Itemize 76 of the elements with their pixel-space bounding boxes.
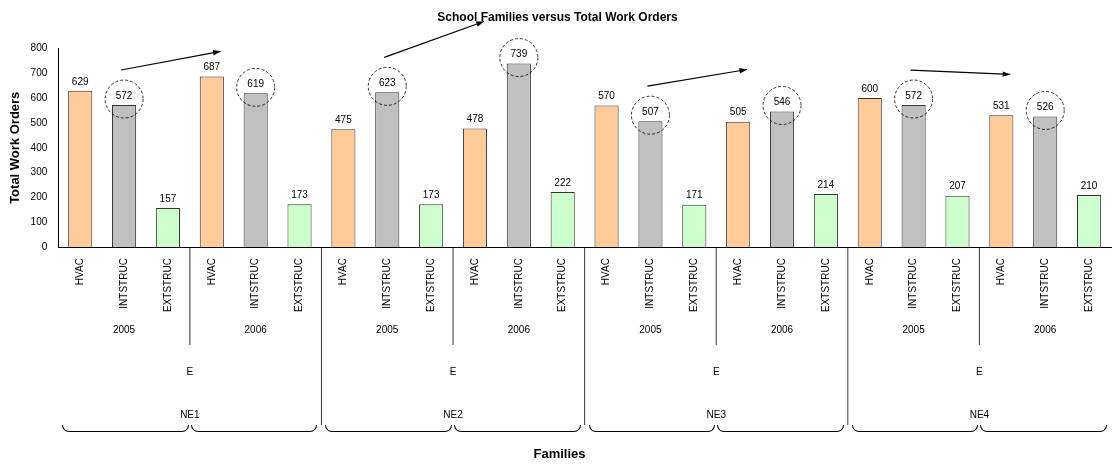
text: 2006 (506, 324, 531, 336)
text: NE2 (442, 409, 464, 421)
x-tick-label: HVAC (995, 258, 1007, 286)
text: 2006 (769, 324, 795, 336)
data-label: 478 (466, 113, 484, 125)
data-label: 629 (71, 75, 89, 87)
data-label: 475 (335, 113, 353, 125)
y-tick-label: 800 (30, 42, 48, 54)
text: NE4 (968, 409, 991, 421)
x-tick-label: INTSTRUC (644, 258, 656, 309)
y-tick-label: 300 (30, 166, 48, 178)
data-label: 623 (378, 77, 397, 89)
x-tick-label: HVAC (337, 258, 349, 286)
x-tick-label: HVAC (863, 258, 875, 286)
data-label: 173 (291, 188, 309, 200)
data-label: 546 (773, 96, 791, 108)
x-tick-label: HVAC (73, 258, 85, 286)
data-label: 505 (729, 106, 747, 118)
data-label: 173 (422, 188, 440, 200)
y-tick-label: 600 (30, 91, 48, 103)
data-label: 572 (905, 89, 923, 101)
y-tick-label: 200 (30, 191, 48, 203)
data-label: 531 (993, 99, 1011, 111)
data-label: 171 (685, 189, 704, 201)
data-label: 572 (115, 89, 133, 101)
data-label: 207 (949, 180, 967, 192)
x-tick-label: HVAC (468, 258, 480, 286)
y-tick-label: 500 (30, 116, 48, 128)
data-label: 600 (861, 82, 879, 94)
text: Families (532, 446, 587, 461)
x-tick-label: EXTSTRUC (819, 258, 831, 313)
x-tick-label: EXTSTRUC (161, 258, 173, 313)
text: E (448, 366, 458, 378)
x-tick-label: EXTSTRUC (293, 258, 305, 313)
x-tick-label: INTSTRUC (775, 258, 787, 309)
y-axis-title: Total Work Orders (7, 91, 23, 204)
data-label: 507 (642, 105, 660, 117)
text: E (975, 366, 984, 378)
data-label: 739 (510, 48, 528, 60)
data-label: 687 (203, 61, 221, 73)
text: E (711, 366, 721, 378)
data-label: 619 (247, 78, 265, 90)
text: NE1 (179, 409, 201, 421)
y-tick-label: 400 (30, 141, 48, 153)
x-tick-label: HVAC (600, 258, 612, 286)
data-label: 210 (1080, 179, 1098, 191)
x-tick-label: EXTSTRUC (951, 258, 963, 313)
x-tick-label: INTSTRUC (1038, 258, 1050, 309)
x-tick-label: EXTSTRUC (688, 258, 700, 313)
x-tick-label: EXTSTRUC (424, 258, 436, 313)
text: 2005 (901, 324, 926, 336)
x-tick-label: INTSTRUC (512, 258, 524, 309)
text: 2005 (111, 324, 137, 336)
y-tick-label: 700 (30, 66, 48, 78)
x-tick-label: EXTSTRUC (1082, 258, 1094, 313)
x-tick-label: EXTSTRUC (556, 258, 568, 313)
text: 2006 (243, 324, 268, 336)
y-tick-label: 0 (41, 240, 48, 252)
data-label: 526 (1036, 101, 1054, 113)
data-label: 222 (554, 176, 572, 188)
y-tick-label: 100 (30, 216, 48, 228)
text: E (185, 366, 195, 378)
x-tick-label: INTSTRUC (249, 258, 261, 309)
data-label: 570 (598, 90, 616, 102)
x-tick-label: INTSTRUC (907, 258, 919, 309)
text: 2005 (638, 324, 663, 336)
text: 2006 (1033, 324, 1058, 336)
text: 2005 (375, 324, 400, 336)
chart-title: School Families versus Total Work Orders (437, 9, 678, 24)
x-tick-label: HVAC (731, 258, 743, 286)
x-tick-label: INTSTRUC (381, 258, 393, 309)
data-label: 214 (817, 178, 835, 190)
x-tick-label: HVAC (205, 258, 217, 286)
x-tick-label: INTSTRUC (117, 258, 129, 309)
text: NE3 (705, 409, 727, 421)
data-label: 157 (159, 192, 177, 204)
